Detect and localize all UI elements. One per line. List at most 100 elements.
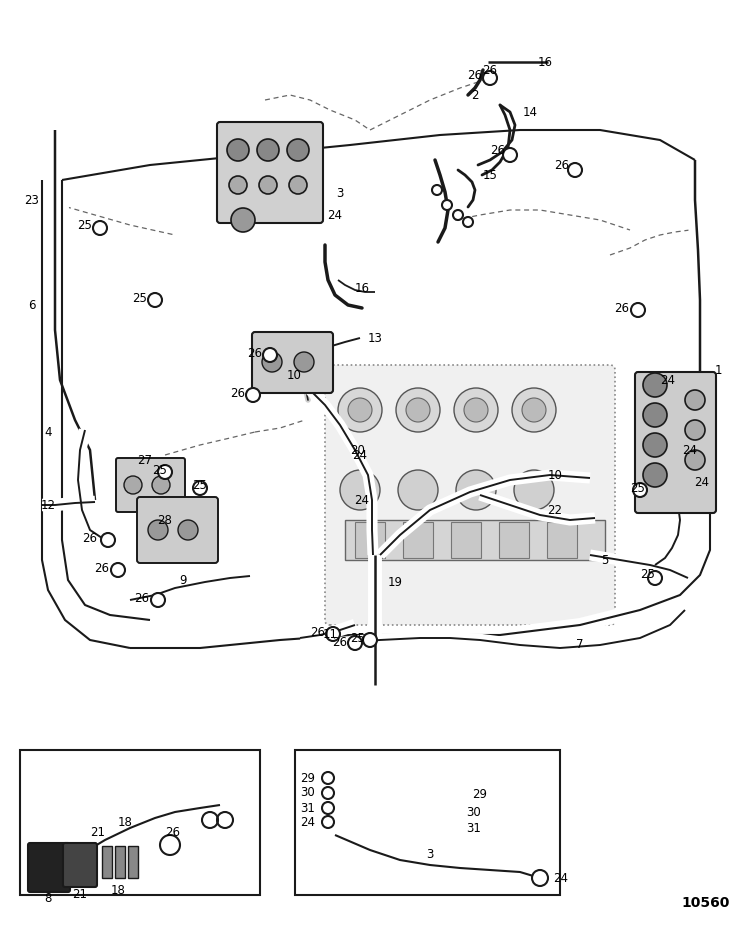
- Circle shape: [322, 772, 334, 784]
- Bar: [128, 846, 138, 878]
- Circle shape: [442, 200, 452, 210]
- Circle shape: [193, 481, 207, 495]
- Circle shape: [532, 870, 548, 886]
- Circle shape: [463, 217, 473, 227]
- Bar: [102, 846, 112, 878]
- Text: 15: 15: [482, 169, 497, 182]
- Text: 26: 26: [467, 69, 482, 82]
- Text: 26: 26: [614, 301, 629, 314]
- Circle shape: [259, 176, 277, 194]
- Text: 26: 26: [332, 636, 347, 649]
- Circle shape: [514, 470, 554, 510]
- Text: 5: 5: [602, 553, 609, 566]
- FancyBboxPatch shape: [325, 365, 615, 625]
- Text: 6: 6: [28, 298, 36, 311]
- Text: 2: 2: [471, 88, 478, 101]
- Text: 21: 21: [73, 888, 88, 901]
- FancyBboxPatch shape: [116, 458, 185, 512]
- FancyBboxPatch shape: [635, 372, 716, 513]
- Circle shape: [633, 483, 647, 497]
- Text: 21: 21: [91, 826, 106, 839]
- Text: 20: 20: [350, 443, 365, 456]
- Text: 31: 31: [300, 802, 315, 815]
- Text: 26: 26: [482, 64, 497, 77]
- Bar: [499, 522, 529, 558]
- Circle shape: [151, 593, 165, 607]
- Circle shape: [483, 71, 497, 85]
- Circle shape: [685, 420, 705, 440]
- Text: 16: 16: [355, 282, 370, 295]
- Text: 11: 11: [322, 629, 338, 641]
- Bar: [451, 522, 481, 558]
- Text: 25: 25: [631, 481, 646, 494]
- Text: 26: 26: [248, 347, 262, 360]
- Text: 28: 28: [158, 514, 172, 527]
- Bar: [20, 750, 260, 895]
- Circle shape: [287, 139, 309, 161]
- Circle shape: [322, 787, 334, 799]
- Circle shape: [262, 352, 282, 372]
- Circle shape: [643, 463, 667, 487]
- Circle shape: [568, 163, 582, 177]
- Text: 30: 30: [466, 806, 482, 819]
- Circle shape: [456, 470, 496, 510]
- Circle shape: [326, 627, 340, 641]
- Circle shape: [322, 816, 334, 828]
- Text: 10: 10: [286, 369, 302, 382]
- Circle shape: [685, 450, 705, 470]
- Text: 13: 13: [368, 332, 382, 345]
- Circle shape: [101, 533, 115, 547]
- Text: 24: 24: [355, 493, 370, 506]
- Text: 16: 16: [538, 56, 553, 69]
- Text: 19: 19: [388, 577, 403, 590]
- Circle shape: [643, 433, 667, 457]
- Text: 8: 8: [44, 892, 52, 905]
- Text: 25: 25: [77, 219, 92, 232]
- Circle shape: [340, 470, 380, 510]
- Text: 26: 26: [82, 531, 98, 544]
- Circle shape: [348, 398, 372, 422]
- Circle shape: [246, 388, 260, 402]
- Circle shape: [231, 208, 255, 232]
- Circle shape: [338, 388, 382, 432]
- Text: 31: 31: [466, 821, 482, 834]
- Bar: [403, 522, 433, 558]
- Text: 30: 30: [300, 786, 315, 799]
- Circle shape: [322, 802, 334, 814]
- Text: 18: 18: [110, 883, 125, 896]
- Circle shape: [643, 403, 667, 427]
- Text: 25: 25: [350, 631, 365, 644]
- Text: 3: 3: [426, 848, 433, 861]
- Circle shape: [160, 835, 180, 855]
- FancyBboxPatch shape: [217, 122, 323, 223]
- Circle shape: [432, 185, 442, 195]
- Text: 26: 26: [230, 387, 245, 400]
- Circle shape: [464, 398, 488, 422]
- Circle shape: [631, 303, 645, 317]
- Text: 24: 24: [300, 816, 315, 829]
- Circle shape: [522, 398, 546, 422]
- Bar: [547, 522, 577, 558]
- FancyBboxPatch shape: [252, 332, 333, 393]
- Text: 27: 27: [137, 453, 152, 466]
- Bar: [115, 846, 125, 878]
- Circle shape: [453, 210, 463, 220]
- Circle shape: [512, 388, 556, 432]
- Circle shape: [152, 476, 170, 494]
- Text: 3: 3: [336, 186, 344, 199]
- Circle shape: [454, 388, 498, 432]
- Text: 26: 26: [94, 562, 110, 575]
- Circle shape: [294, 352, 314, 372]
- Text: 23: 23: [25, 194, 40, 207]
- Text: 24: 24: [352, 449, 368, 462]
- FancyBboxPatch shape: [137, 497, 218, 563]
- Text: 26: 26: [166, 826, 181, 839]
- Circle shape: [503, 148, 517, 162]
- Circle shape: [648, 571, 662, 585]
- Circle shape: [643, 373, 667, 397]
- Bar: [345, 520, 605, 560]
- Circle shape: [227, 139, 249, 161]
- Circle shape: [178, 520, 198, 540]
- Bar: [355, 522, 385, 558]
- Text: 26: 26: [554, 159, 569, 171]
